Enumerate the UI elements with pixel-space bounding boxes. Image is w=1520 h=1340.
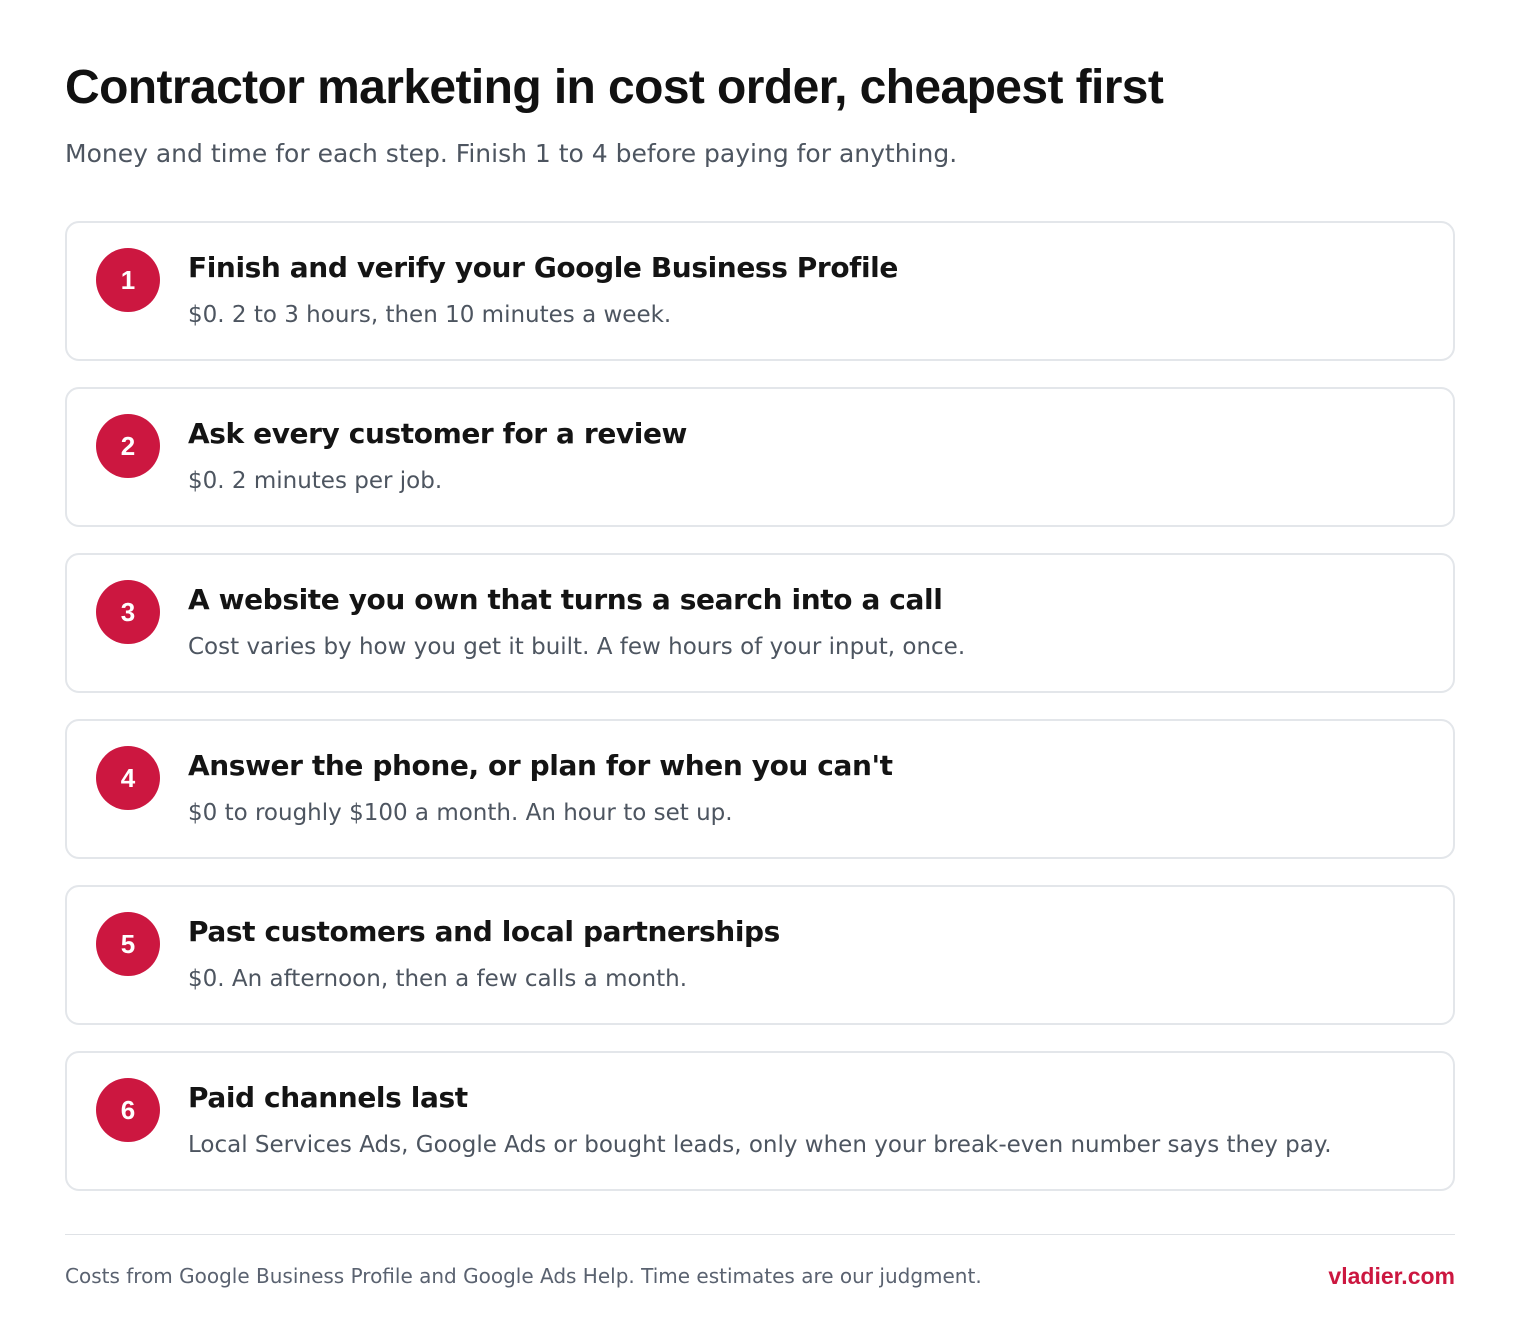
step-card: 6 Paid channels last Local Services Ads,… bbox=[65, 1051, 1455, 1191]
step-number-badge: 2 bbox=[96, 414, 160, 478]
step-title: Answer the phone, or plan for when you c… bbox=[188, 749, 893, 782]
step-card: 3 A website you own that turns a search … bbox=[65, 553, 1455, 693]
step-number-badge: 6 bbox=[96, 1078, 160, 1142]
footer-divider bbox=[65, 1234, 1455, 1235]
page-subtitle: Money and time for each step. Finish 1 t… bbox=[65, 139, 958, 168]
step-title: Past customers and local partnerships bbox=[188, 915, 780, 948]
page-title: Contractor marketing in cost order, chea… bbox=[65, 61, 1164, 114]
step-title: A website you own that turns a search in… bbox=[188, 583, 943, 616]
step-card: 2 Ask every customer for a review $0. 2 … bbox=[65, 387, 1455, 527]
step-card: 5 Past customers and local partnerships … bbox=[65, 885, 1455, 1025]
step-description: $0. An afternoon, then a few calls a mon… bbox=[188, 966, 688, 992]
step-title: Ask every customer for a review bbox=[188, 417, 688, 450]
footer-source-note: Costs from Google Business Profile and G… bbox=[65, 1264, 982, 1288]
step-title: Paid channels last bbox=[188, 1081, 468, 1114]
steps-list: 1 Finish and verify your Google Business… bbox=[65, 221, 1455, 1217]
step-description: $0 to roughly $100 a month. An hour to s… bbox=[188, 800, 733, 826]
step-number-badge: 3 bbox=[96, 580, 160, 644]
brand-logo-text[interactable]: vladier.com bbox=[1328, 1263, 1455, 1289]
step-description: $0. 2 minutes per job. bbox=[188, 468, 443, 494]
step-title: Finish and verify your Google Business P… bbox=[188, 251, 898, 284]
step-description: $0. 2 to 3 hours, then 10 minutes a week… bbox=[188, 302, 672, 328]
step-description: Cost varies by how you get it built. A f… bbox=[188, 634, 966, 660]
step-number-badge: 4 bbox=[96, 746, 160, 810]
step-card: 1 Finish and verify your Google Business… bbox=[65, 221, 1455, 361]
step-card: 4 Answer the phone, or plan for when you… bbox=[65, 719, 1455, 859]
step-number-badge: 1 bbox=[96, 248, 160, 312]
step-number-badge: 5 bbox=[96, 912, 160, 976]
step-description: Local Services Ads, Google Ads or bought… bbox=[188, 1132, 1332, 1158]
